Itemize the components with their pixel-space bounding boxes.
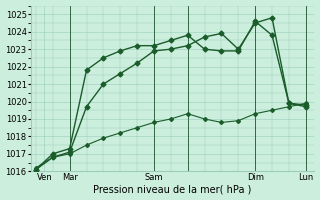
- X-axis label: Pression niveau de la mer( hPa ): Pression niveau de la mer( hPa ): [93, 184, 252, 194]
